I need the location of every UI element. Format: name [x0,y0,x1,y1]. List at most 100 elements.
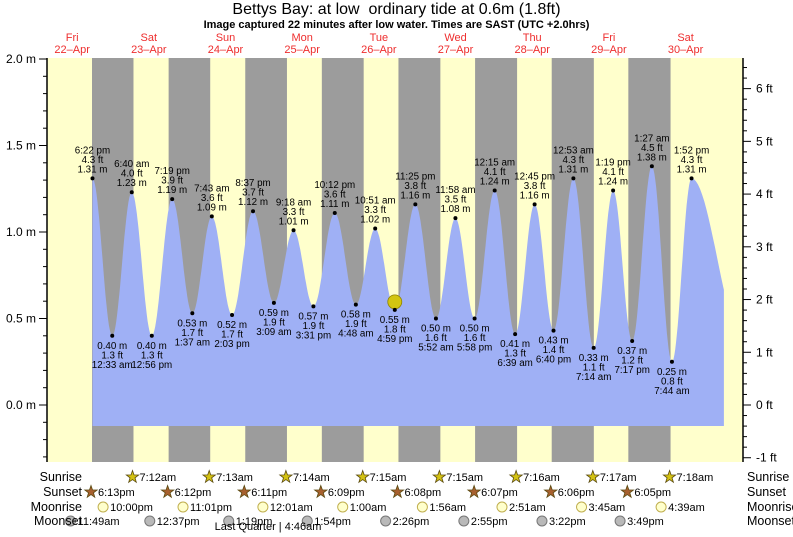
moonset-icon [380,515,392,527]
tide-low-annotation: 0.40 m 1.3 ft 12:56 pm [131,341,172,371]
sunset-time: 6:09pm [328,487,365,499]
moonrise-row-label-left: Moonrise [30,500,82,514]
tide-low-annotation: 0.25 m 0.8 ft 7:44 am [654,367,689,397]
tide-high-point [291,228,296,233]
tide-low-annotation: 0.50 m 1.6 ft 5:58 pm [457,324,492,354]
sunset-time: 6:11pm [251,487,287,499]
moonset-time: 11:49am [78,516,120,528]
moonset-row-label-right: Moonset [747,514,793,528]
day-label-date: 22–Apr [54,44,90,56]
tide-low-annotation: 0.53 m 1.7 ft 1:37 am [175,318,210,348]
tide-high-annotation: 12:45 pm 3.8 ft 1.16 m [514,171,555,201]
day-label-name: Sat [141,32,158,44]
tide-low-point [190,311,195,316]
tide-low-point [630,338,635,343]
right-axis-label: 0 ft [756,398,773,412]
tide-high-point [129,190,134,195]
tide-low-point [392,307,397,312]
tide-low-annotation: 0.59 m 1.9 ft 3:09 am [256,308,291,338]
tide-high-annotation: 1:19 pm 4.1 ft 1.24 m [595,157,630,187]
moonset-time: 12:37pm [157,516,200,528]
day-label-date: 30–Apr [668,44,704,56]
sunset-time: 6:06pm [558,487,595,499]
moonrise-time: 4:39am [668,502,705,514]
tide-high-annotation: 11:25 pm 3.8 ft 1.16 m [395,171,435,201]
left-axis-label: 2.0 m [6,52,36,66]
right-axis-label: 1 ft [756,345,773,359]
tide-high-annotation: 6:40 am 4.0 ft 1.23 m [114,159,149,189]
moonrise-time: 10:00pm [110,502,153,514]
moonset-time: 3:49pm [627,516,664,528]
sunrise-time: 7:18am [677,472,714,484]
sunset-icon [160,484,175,499]
tide-low-point [271,300,276,305]
sunrise-time: 7:15am [370,472,407,484]
tide-high-annotation: 9:18 am 3.3 ft 1.01 m [276,197,311,227]
tide-high-point [492,188,497,193]
tide-low-point [591,345,596,350]
sunrise-icon [125,469,140,484]
tide-high-point [332,210,337,215]
sunset-icon [543,484,559,499]
day-label-name: Fri [66,32,79,44]
moonset-icon [144,515,156,527]
sunrise-time: 7:15am [446,472,483,484]
day-label-date: 29–Apr [591,44,627,56]
tide-high-annotation: 1:27 am 4.5 ft 1.38 m [634,133,669,163]
right-axis-label: 3 ft [756,240,773,254]
tide-high-point [649,164,654,169]
tide-high-point [209,214,214,219]
tide-high-point [373,226,378,231]
moonset-time: 2:26pm [393,516,430,528]
sunset-row-label-left: Sunset [43,485,82,499]
tide-high-point [251,209,256,214]
moonset-time: 3:22pm [549,516,586,528]
tide-low-annotation: 0.40 m 1.3 ft 12:33 am [92,341,133,371]
sunrise-icon [662,469,677,484]
left-axis-label: 0.5 m [6,312,36,326]
day-label-name: Sun [216,32,236,44]
tide-high-annotation: 12:53 am 4.3 ft 1.31 m [553,145,594,175]
moon-phase-caption: Last Quarter | 4:46am [214,521,322,533]
tide-high-point [170,197,175,202]
sunrise-time: 7:13am [216,472,253,484]
tide-high-annotation: 1:52 pm 4.3 ft 1.31 m [674,145,709,175]
tide-low-annotation: 0.55 m 1.8 ft 4:59 pm [377,315,412,345]
tide-low-point [311,304,316,309]
tide-high-point [689,176,694,181]
sunrise-icon [432,469,447,484]
moonrise-time: 1:00am [350,502,387,514]
sunrise-icon [585,469,601,484]
tide-high-point [413,202,418,207]
day-label-name: Thu [523,32,542,44]
moonset-icon [65,515,77,527]
tide-low-annotation: 0.52 m 1.7 ft 2:03 pm [214,320,249,350]
sunrise-time: 7:12am [139,472,176,484]
moonset-row-label-left: Moonset [34,514,82,528]
moonrise-time: 12:01am [270,502,313,514]
moonset-time: 1:54pm [314,516,351,528]
sunrise-icon [278,469,294,484]
moonset-icon [301,515,313,527]
day-label-name: Fri [602,32,615,44]
tide-low-annotation: 0.33 m 1.1 ft 7:14 am [576,353,611,383]
sunset-time: 6:07pm [481,487,518,499]
sunrise-icon [201,469,217,484]
moonset-time: 2:55pm [471,516,508,528]
tide-low-point [110,333,115,338]
tide-low-point [353,302,358,307]
moonrise-row-label-right: Moonrise [747,500,793,514]
tide-low-point [472,316,477,321]
day-label-date: 26–Apr [361,44,397,56]
right-axis-label: 4 ft [756,187,773,201]
tide-high-annotation: 10:51 am 3.3 ft 1.02 m [355,196,396,226]
tide-high-annotation: 12:15 am 4.1 ft 1.24 m [474,157,515,187]
sunrise-row-label-left: Sunrise [39,470,82,484]
moonrise-time: 1:56am [429,502,466,514]
tide-high-annotation: 8:37 pm 3.7 ft 1.12 m [235,178,270,208]
day-label-name: Wed [444,32,466,44]
tide-high-point [532,202,537,207]
tide-high-annotation: 7:19 pm 3.9 ft 1.19 m [154,166,189,196]
day-label-date: 23–Apr [131,44,167,56]
